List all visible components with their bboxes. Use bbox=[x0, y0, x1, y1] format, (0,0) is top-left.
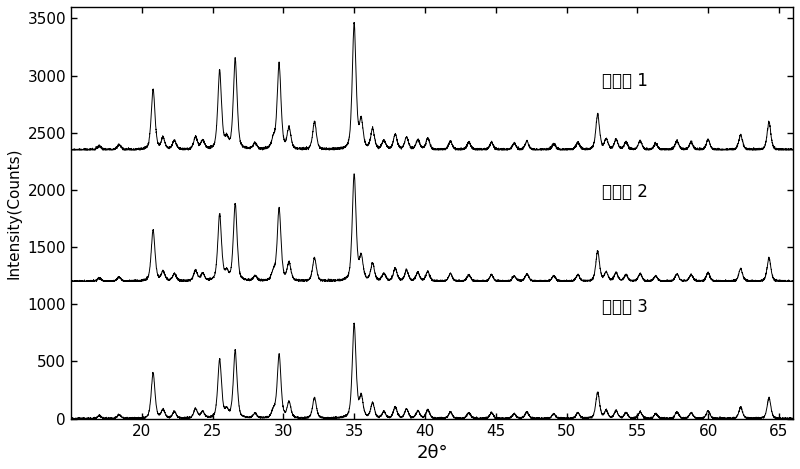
Text: 实施例 2: 实施例 2 bbox=[602, 183, 647, 201]
X-axis label: 2θ°: 2θ° bbox=[416, 444, 448, 462]
Text: 实施例 1: 实施例 1 bbox=[602, 72, 647, 90]
Text: 实施例 3: 实施例 3 bbox=[602, 298, 647, 317]
Y-axis label: Intensity(Counts): Intensity(Counts) bbox=[7, 147, 22, 279]
